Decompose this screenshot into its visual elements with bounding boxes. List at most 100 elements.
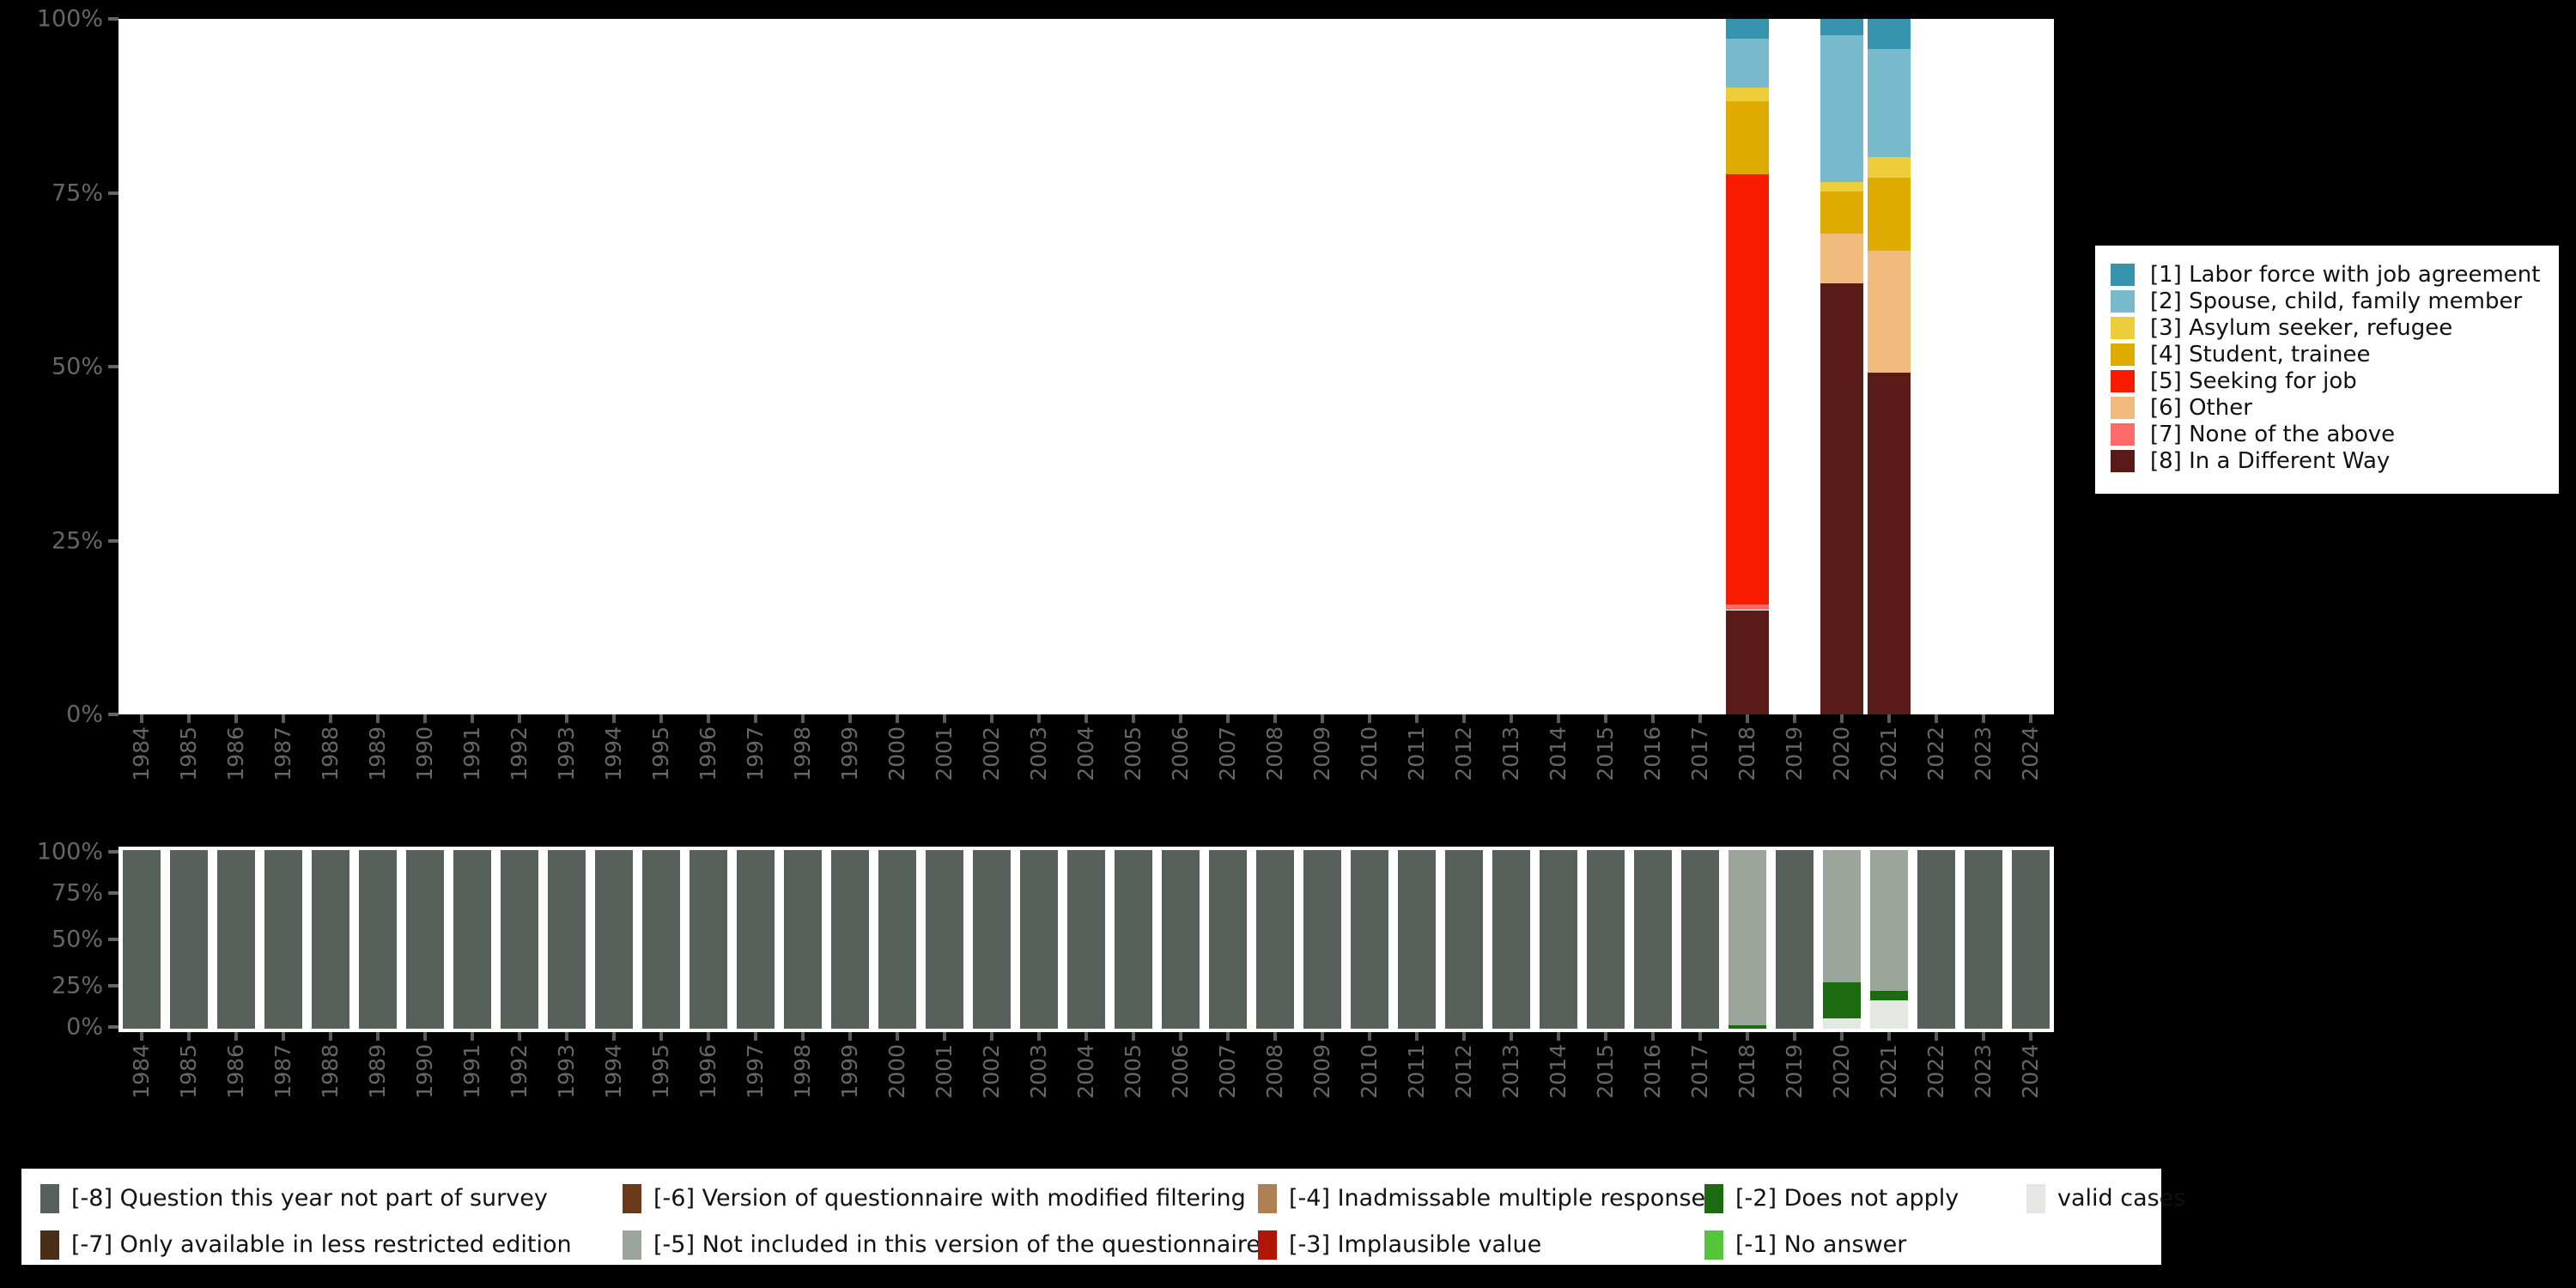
availability-bar-segment[interactable] [1208, 850, 1247, 1029]
stacked-bar[interactable] [1867, 19, 1911, 714]
availability-bar-segment[interactable] [123, 850, 161, 1029]
code-legend-item[interactable]: [-4] Inadmissable multiple response [1258, 1184, 1705, 1213]
availability-bar-segment[interactable] [1917, 850, 1955, 1029]
availability-bar[interactable] [1444, 850, 1483, 1029]
stacked-bar-segment[interactable] [1867, 19, 1911, 49]
availability-bar[interactable] [2011, 850, 2050, 1029]
availability-bar[interactable] [123, 850, 161, 1029]
availability-bar[interactable] [406, 850, 445, 1029]
availability-bar-segment[interactable] [595, 850, 634, 1029]
stacked-bar-segment[interactable] [1867, 177, 1911, 251]
code-legend-item[interactable]: [-2] Does not apply [1704, 1184, 1959, 1213]
code-legend-item[interactable]: [-1] No answer [1704, 1230, 1906, 1260]
stacked-bar-segment[interactable] [1820, 283, 1863, 714]
stacked-bar-segment[interactable] [1820, 34, 1863, 183]
code-legend-item[interactable]: [-8] Question this year not part of surv… [40, 1184, 548, 1213]
availability-bar-segment[interactable] [1067, 850, 1105, 1029]
availability-bar[interactable] [784, 850, 823, 1029]
availability-bar-segment[interactable] [1492, 850, 1530, 1029]
availability-bar[interactable] [973, 850, 1012, 1029]
availability-bar[interactable] [501, 850, 539, 1029]
availability-bar-segment[interactable] [973, 850, 1012, 1029]
availability-bar-segment[interactable] [453, 850, 492, 1029]
availability-bar-segment[interactable] [690, 850, 728, 1029]
availability-bar[interactable] [595, 850, 634, 1029]
availability-bar[interactable] [690, 850, 728, 1029]
availability-bar[interactable] [926, 850, 964, 1029]
stacked-bar-segment[interactable] [1820, 234, 1863, 283]
availability-bar-segment[interactable] [1869, 999, 1908, 1029]
availability-bar[interactable] [1161, 850, 1200, 1029]
availability-bar[interactable] [1775, 850, 1814, 1029]
stacked-bar-segment[interactable] [1867, 157, 1911, 178]
availability-bar-segment[interactable] [406, 850, 445, 1029]
legend-item[interactable]: [7] None of the above [2111, 421, 2559, 447]
availability-bar[interactable] [548, 850, 586, 1029]
availability-bar-segment[interactable] [831, 850, 870, 1029]
availability-bar[interactable] [1539, 850, 1577, 1029]
availability-bar-segment[interactable] [1114, 850, 1152, 1029]
availability-bar-segment[interactable] [1869, 991, 1908, 1000]
availability-bar[interactable] [1114, 850, 1152, 1029]
availability-bar-segment[interactable] [1775, 850, 1814, 1029]
availability-bar-segment[interactable] [1680, 850, 1719, 1029]
availability-bar[interactable] [1633, 850, 1672, 1029]
availability-bar[interactable] [1869, 850, 1908, 1029]
availability-bar-segment[interactable] [1869, 850, 1908, 992]
availability-bar[interactable] [264, 850, 303, 1029]
availability-bar[interactable] [1964, 850, 2002, 1029]
availability-bar[interactable] [1680, 850, 1719, 1029]
code-legend-item[interactable]: [-5] Not included in this version of the… [623, 1230, 1261, 1260]
availability-bar-segment[interactable] [312, 850, 350, 1029]
legend-item[interactable]: [2] Spouse, child, family member [2111, 288, 2559, 314]
legend-item[interactable]: [6] Other [2111, 394, 2559, 421]
availability-bar[interactable] [1020, 850, 1059, 1029]
availability-bar[interactable] [1350, 850, 1388, 1029]
availability-bar-segment[interactable] [1255, 850, 1294, 1029]
availability-bar-segment[interactable] [1539, 850, 1577, 1029]
availability-bar[interactable] [217, 850, 256, 1029]
availability-bar-segment[interactable] [878, 850, 917, 1029]
availability-bar-segment[interactable] [1964, 850, 2002, 1029]
code-legend-item[interactable]: [-6] Version of questionnaire with modif… [623, 1184, 1246, 1213]
availability-bar-segment[interactable] [548, 850, 586, 1029]
stacked-bar-segment[interactable] [1725, 100, 1769, 174]
legend-item[interactable]: [3] Asylum seeker, refugee [2111, 314, 2559, 341]
stacked-bar-segment[interactable] [1867, 48, 1911, 158]
availability-bar[interactable] [1397, 850, 1436, 1029]
availability-bar-segment[interactable] [1020, 850, 1059, 1029]
stacked-bar[interactable] [1820, 19, 1863, 714]
legend-item[interactable]: [1] Labor force with job agreement [2111, 261, 2559, 288]
availability-bar[interactable] [831, 850, 870, 1029]
availability-bar[interactable] [1303, 850, 1341, 1029]
availability-bar-segment[interactable] [1397, 850, 1436, 1029]
legend-item[interactable]: [8] In a Different Way [2111, 447, 2559, 474]
stacked-bar-segment[interactable] [1725, 38, 1769, 88]
availability-bar-segment[interactable] [170, 850, 209, 1029]
code-legend-item[interactable]: [-3] Implausible value [1258, 1230, 1541, 1260]
availability-bar-segment[interactable] [784, 850, 823, 1029]
availability-bar-segment[interactable] [1350, 850, 1388, 1029]
availability-bar[interactable] [453, 850, 492, 1029]
availability-bar-segment[interactable] [1303, 850, 1341, 1029]
availability-bar-segment[interactable] [1822, 1018, 1861, 1029]
stacked-bar-segment[interactable] [1867, 373, 1911, 714]
availability-bar-segment[interactable] [1444, 850, 1483, 1029]
availability-bar-segment[interactable] [1633, 850, 1672, 1029]
availability-bar-segment[interactable] [2011, 850, 2050, 1029]
availability-bar-segment[interactable] [1728, 850, 1766, 1025]
availability-bar-segment[interactable] [737, 850, 775, 1029]
availability-bar[interactable] [642, 850, 681, 1029]
stacked-bar-segment[interactable] [1725, 610, 1769, 714]
availability-bar-segment[interactable] [264, 850, 303, 1029]
availability-bar-segment[interactable] [642, 850, 681, 1029]
availability-bar[interactable] [170, 850, 209, 1029]
availability-bar[interactable] [878, 850, 917, 1029]
stacked-bar-segment[interactable] [1725, 173, 1769, 605]
legend-item[interactable]: [4] Student, trainee [2111, 341, 2559, 368]
stacked-bar-segment[interactable] [1867, 250, 1911, 374]
availability-bar[interactable] [1728, 850, 1766, 1029]
availability-bar-segment[interactable] [1161, 850, 1200, 1029]
availability-bar-segment[interactable] [1586, 850, 1625, 1029]
stacked-bar-segment[interactable] [1725, 88, 1769, 101]
